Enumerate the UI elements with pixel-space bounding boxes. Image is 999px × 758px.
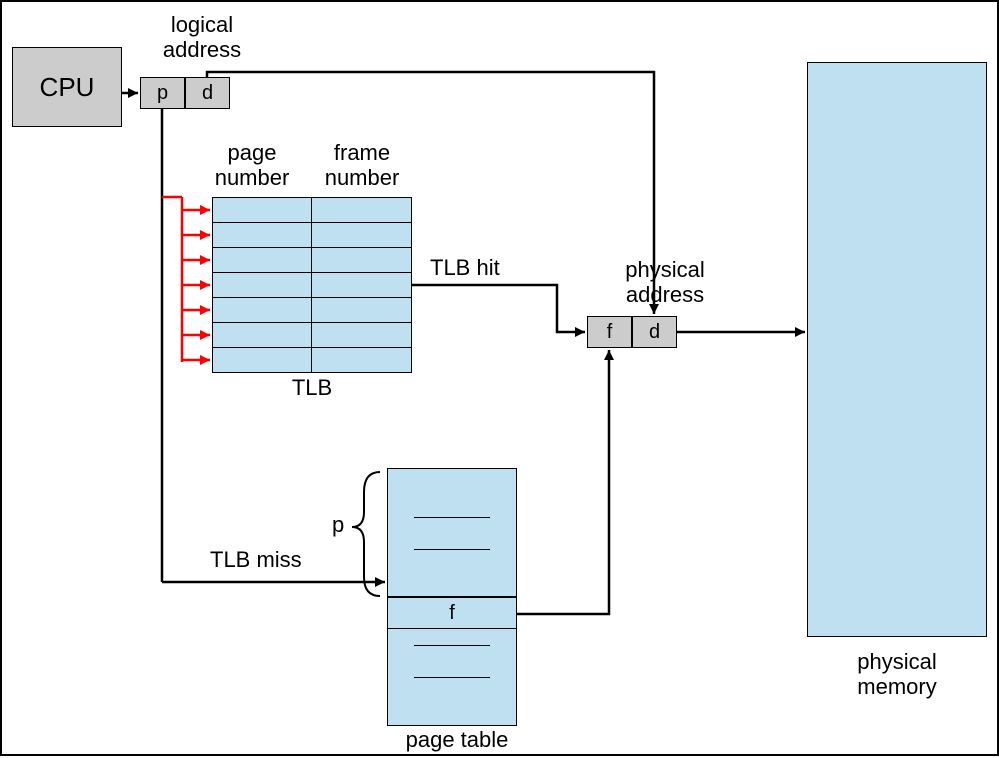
diagram-canvas: CPU logical address p d page number fram… [0,0,999,756]
p-brace-label: p [332,512,344,537]
cpu-label: CPU [40,72,95,103]
physical-address-f-text: f [607,321,613,344]
brace-p [352,472,380,596]
page-number-label: page number [197,140,307,191]
physical-address-f-cell: f [587,316,632,348]
page-table-label: page table [397,727,517,752]
tlb-hit-label: TLB hit [430,255,500,280]
physical-address-d-text: d [649,321,660,344]
physical-address-label: physical address [605,257,725,308]
red-arrows-tlb [182,210,210,360]
logical-address-label: logical address [152,12,252,63]
logical-address-p-cell: p [140,77,185,109]
page-table: f [387,468,517,726]
page-table-f-row: f [388,597,516,629]
tlb-miss-label: TLB miss [210,547,302,572]
tlb-label: TLB [282,375,342,400]
tlb-table [212,197,412,373]
cpu-box: CPU [12,47,122,127]
physical-memory-box [807,62,987,637]
physical-address-d-cell: d [632,316,677,348]
frame-number-label: frame number [307,140,417,191]
arrow-pt-f-to-physical-f [517,350,609,614]
physical-memory-label: physical memory [832,649,962,700]
logical-address-d-text: d [202,82,213,105]
arrow-tlb-hit-to-f [412,285,585,332]
logical-address-d-cell: d [185,77,230,109]
logical-address-p-text: p [157,82,168,105]
